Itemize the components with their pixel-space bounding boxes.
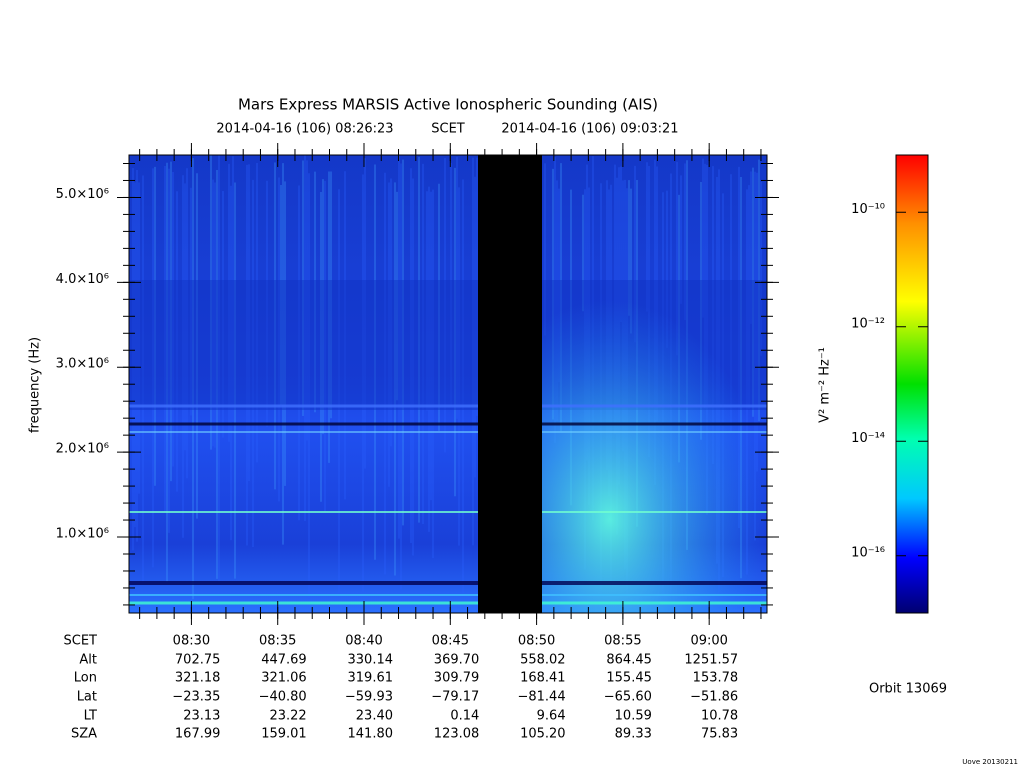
ephemeris-value: 369.70 [434,653,480,668]
ephemeris-value: 141.80 [348,727,394,742]
ephemeris-value: 123.08 [434,727,480,742]
ephemeris-value: 153.78 [693,671,739,686]
colorbar-tick-label: 10⁻¹² [851,316,885,331]
orbit-label: Orbit 13069 [869,682,947,697]
x-tick-label: 08:45 [432,634,469,649]
x-tick-label: 08:35 [259,634,296,649]
colorbar-tick-label: 10⁻¹⁶ [851,545,885,560]
y-tick-label: 1.0×10⁶ [56,527,109,542]
ephemeris-value: 702.75 [175,653,221,668]
footer: Uove 20130211 [962,758,1018,766]
ephemeris-row-label: Lon [74,671,97,686]
x-tick-label: 08:40 [345,634,382,649]
x-tick-label: 08:55 [604,634,641,649]
ephemeris-value: 75.83 [701,727,738,742]
colorbar-label: V² m⁻² Hz⁻¹ [818,347,833,423]
ephemeris-value: 9.64 [537,709,566,724]
y-tick-label: 2.0×10⁶ [56,442,109,457]
ephemeris-value: 10.78 [701,709,738,724]
ephemeris-value: 167.99 [175,727,221,742]
ephemeris-value: 864.45 [606,653,652,668]
spectrogram-bloom [542,300,767,613]
ephemeris-value: 89.33 [615,727,652,742]
chart-title: Mars Express MARSIS Active Ionospheric S… [238,96,658,114]
ephemeris-value: 447.69 [261,653,307,668]
y-tick-label: 5.0×10⁶ [56,187,109,202]
ephemeris-row-label: LT [84,709,97,724]
ephemeris-value: 319.61 [348,671,394,686]
data-gap [478,155,542,613]
x-tick-label: 08:50 [518,634,555,649]
y-axis-label: frequency (Hz) [28,337,43,433]
colorbar-tick-label: 10⁻¹⁰ [851,202,885,217]
x-tick-label: 08:30 [173,634,210,649]
ephemeris-row-label: Alt [79,653,97,668]
time-frame: SCET [431,122,465,137]
ephemeris-value: −23.35 [172,690,220,705]
ephemeris-value: 23.22 [269,709,306,724]
colorbar-tick-label: 10⁻¹⁴ [851,431,885,446]
ephemeris-value: −81.44 [517,690,565,705]
ephemeris-value: −40.80 [259,690,307,705]
ephemeris-value: 558.02 [520,653,566,668]
x-tick-label: 09:00 [690,634,727,649]
ephemeris-row-label: Lat [77,690,97,705]
ephemeris-value: −79.17 [431,690,479,705]
spectrogram [128,155,767,613]
colorbar [895,154,929,614]
ephemeris-value: 0.14 [450,709,479,724]
ephemeris-value: −51.86 [690,690,738,705]
ephemeris-value: 155.45 [606,671,652,686]
ephemeris-value: 105.20 [520,727,566,742]
y-tick-label: 3.0×10⁶ [56,357,109,372]
ephemeris-value: 23.40 [356,709,393,724]
ephemeris-value: 10.59 [615,709,652,724]
ephemeris-value: 1251.57 [684,653,738,668]
ephemeris-value: 309.79 [434,671,480,686]
ephemeris-value: 330.14 [348,653,394,668]
ephemeris-value: 159.01 [261,727,307,742]
time-start: 2014-04-16 (106) 08:26:23 [216,122,393,137]
ephemeris-value: −59.93 [345,690,393,705]
ephemeris-value: −65.60 [604,690,652,705]
ephemeris-value: 23.13 [183,709,220,724]
ephemeris-value: 321.18 [175,671,221,686]
ephemeris-value: 321.06 [261,671,307,686]
time-end: 2014-04-16 (106) 09:03:21 [501,122,678,137]
ephemeris-row-label: SCET [64,634,98,649]
ephemeris-row-label: SZA [71,727,97,742]
y-tick-label: 4.0×10⁶ [56,272,109,287]
ephemeris-value: 168.41 [520,671,566,686]
